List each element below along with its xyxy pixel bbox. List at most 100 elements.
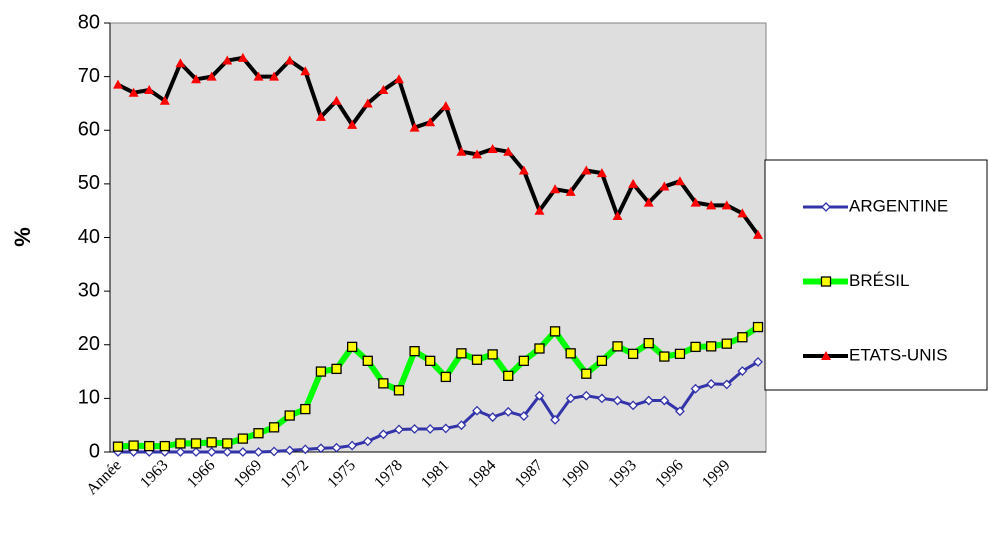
- y-tick-label: 60: [78, 119, 100, 141]
- marker: [721, 338, 732, 349]
- x-tick-label: 1981: [418, 457, 453, 492]
- marker: [674, 176, 685, 186]
- marker: [253, 71, 264, 81]
- marker: [721, 379, 732, 390]
- marker: [675, 406, 685, 417]
- marker: [737, 366, 748, 376]
- marker: [144, 440, 155, 452]
- marker: [347, 440, 358, 451]
- marker: [503, 370, 514, 382]
- marker: [440, 101, 451, 111]
- marker: [113, 79, 123, 89]
- marker: [346, 341, 358, 353]
- marker: [316, 443, 326, 454]
- marker: [378, 378, 389, 389]
- marker: [112, 441, 124, 452]
- marker: [643, 197, 654, 207]
- marker: [550, 184, 561, 194]
- marker: [394, 424, 404, 435]
- y-axis-label: %: [10, 227, 35, 247]
- legend-label: ARGENTINE: [849, 196, 948, 215]
- marker: [627, 348, 639, 360]
- marker: [269, 446, 280, 457]
- marker: [820, 276, 832, 287]
- marker: [191, 447, 201, 457]
- marker: [549, 326, 561, 337]
- marker: [534, 390, 545, 401]
- marker: [550, 414, 560, 425]
- x-tick-label: 1999: [699, 457, 734, 492]
- marker: [222, 447, 233, 457]
- marker: [425, 424, 436, 434]
- marker: [315, 111, 326, 121]
- marker: [706, 200, 717, 210]
- legend: ARGENTINE BRÉSIL ETATS-UNIS: [764, 159, 988, 391]
- marker: [596, 393, 607, 404]
- marker: [643, 395, 654, 406]
- marker: [315, 366, 327, 377]
- marker: [643, 337, 654, 349]
- marker: [331, 95, 342, 105]
- marker: [237, 52, 248, 62]
- marker: [628, 178, 639, 188]
- marker: [222, 55, 233, 65]
- y-tick-label: 0: [89, 440, 100, 462]
- marker: [487, 349, 498, 360]
- marker: [456, 348, 467, 359]
- legend-label: BRÉSIL: [849, 271, 909, 290]
- marker: [456, 146, 467, 156]
- marker: [472, 149, 483, 159]
- marker: [128, 440, 139, 451]
- marker: [362, 355, 373, 366]
- marker: [206, 447, 217, 457]
- marker: [534, 205, 545, 215]
- x-tick-label: 1963: [137, 457, 172, 492]
- marker: [721, 200, 732, 210]
- plot-area: [109, 22, 767, 453]
- y-tick-label: 80: [78, 11, 100, 33]
- marker: [362, 436, 373, 447]
- x-tick-label: Année: [83, 457, 125, 499]
- marker: [175, 58, 186, 68]
- marker: [159, 95, 170, 105]
- x-tick-label: 1996: [652, 457, 687, 492]
- marker: [821, 351, 831, 360]
- marker: [253, 447, 264, 457]
- x-tick-label: 1972: [277, 457, 312, 492]
- marker: [487, 412, 498, 423]
- marker: [362, 98, 373, 108]
- marker: [268, 422, 280, 433]
- marker: [237, 433, 249, 444]
- marker: [190, 438, 202, 449]
- marker: [378, 429, 389, 440]
- marker: [503, 406, 514, 417]
- marker: [222, 438, 233, 449]
- marker: [425, 117, 436, 127]
- marker: [253, 428, 264, 439]
- marker: [409, 346, 420, 357]
- marker: [518, 355, 530, 366]
- marker: [596, 168, 607, 178]
- marker: [690, 383, 701, 394]
- marker: [737, 208, 748, 218]
- marker: [175, 438, 186, 449]
- marker: [378, 85, 389, 95]
- marker: [347, 119, 358, 129]
- x-tick-label: 1978: [371, 457, 406, 492]
- x-tick-label: 1966: [184, 457, 219, 492]
- x-tick-label: 1987: [512, 457, 547, 492]
- marker: [331, 363, 342, 375]
- marker: [612, 341, 623, 352]
- marker: [128, 87, 139, 97]
- marker: [440, 423, 451, 434]
- marker: [821, 202, 831, 212]
- marker: [440, 371, 451, 383]
- marker: [191, 74, 202, 84]
- marker: [331, 442, 342, 453]
- marker: [565, 186, 576, 196]
- y-tick-label: 70: [78, 65, 100, 87]
- marker: [144, 85, 155, 95]
- marker: [393, 74, 404, 84]
- marker: [753, 229, 763, 239]
- marker: [159, 440, 170, 452]
